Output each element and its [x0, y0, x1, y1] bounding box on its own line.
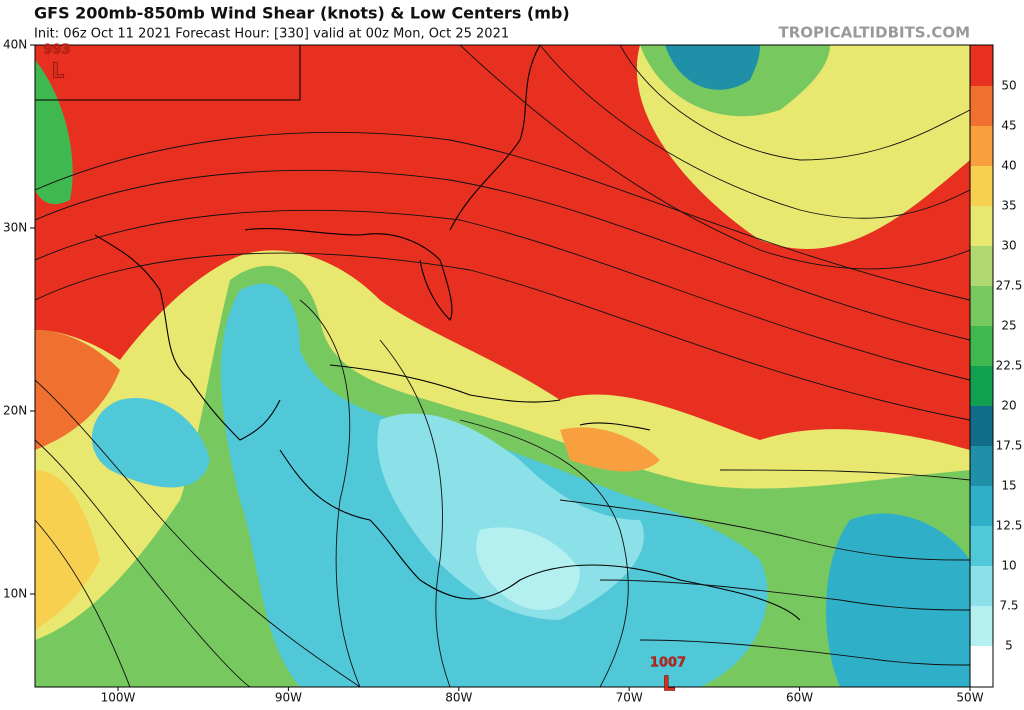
colorbar-label: 5	[1005, 639, 1013, 653]
colorbar-label: 50	[1001, 79, 1016, 93]
colorbar-label: 45	[1001, 119, 1016, 133]
colorbar-label: 15	[1001, 479, 1016, 493]
longitude-label: 60W	[786, 691, 813, 705]
colorbar-label: 30	[1001, 239, 1016, 253]
colorbar-label: 22.5	[996, 359, 1023, 373]
latitude-label: 40N	[3, 38, 27, 52]
streamlines	[35, 45, 970, 687]
longitude-label: 90W	[275, 691, 302, 705]
colorbar-label: 40	[1001, 159, 1016, 173]
low-pressure-value: 993	[43, 43, 70, 58]
colorbar-label: 20	[1001, 399, 1016, 413]
colorbar-label: 25	[1001, 319, 1016, 333]
latitude-label: 10N	[3, 587, 27, 601]
colorbar-label: 7.5	[999, 599, 1018, 613]
colorbar-label: 10	[1001, 559, 1016, 573]
colorbar-label: 17.5	[996, 439, 1023, 453]
colorbar-label: 12.5	[996, 519, 1023, 533]
subtitle: Init: 06z Oct 11 2021 Forecast Hour: [33…	[34, 27, 509, 42]
source: TROPICALTIDBITS.COM	[779, 24, 971, 42]
low-pressure-value: 1007	[650, 656, 686, 671]
title: GFS 200mb-850mb Wind Shear (knots) & Low…	[34, 4, 570, 23]
latitude-label: 20N	[3, 404, 27, 418]
colorbar-label: 35	[1001, 199, 1016, 213]
longitude-label: 100W	[101, 691, 136, 705]
latitude-label: 30N	[3, 221, 27, 235]
low-center-symbol: L	[52, 59, 65, 83]
longitude-label: 70W	[616, 691, 643, 705]
longitude-label: 50W	[956, 691, 983, 705]
low-center-symbol: L	[663, 672, 676, 696]
colorbar	[969, 44, 994, 688]
longitude-label: 80W	[445, 691, 472, 705]
colorbar-label: 27.5	[996, 279, 1023, 293]
